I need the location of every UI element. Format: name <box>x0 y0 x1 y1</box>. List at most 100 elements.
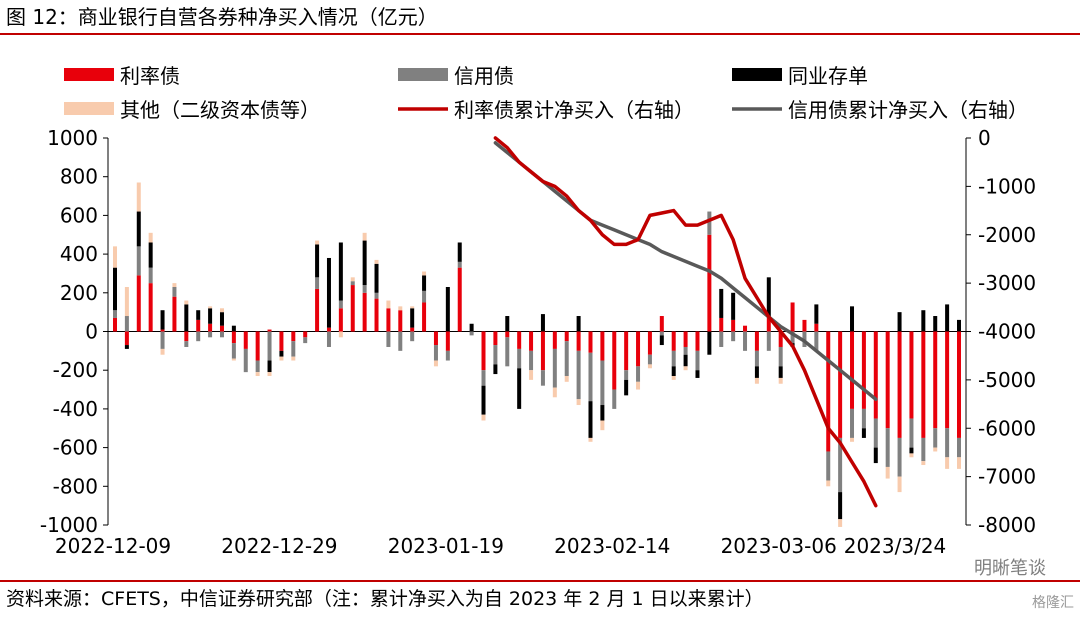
bar-rate <box>719 317 724 332</box>
bar-rate <box>529 331 534 351</box>
bar-other <box>897 476 902 493</box>
bar-credit <box>540 370 545 386</box>
bar-credit <box>219 331 224 338</box>
bar-other <box>588 437 593 442</box>
bar-credit <box>362 285 367 293</box>
legend-other-swatch <box>64 102 114 115</box>
bar-rate <box>457 267 462 332</box>
bar-credit <box>350 281 355 286</box>
bar-credit <box>160 331 165 349</box>
bar-other <box>219 308 224 313</box>
bar-ncd <box>814 304 819 324</box>
bar-rate <box>410 327 415 332</box>
bar-ncd <box>148 242 153 268</box>
y-tick-label: 1000 <box>47 126 98 150</box>
bar-credit <box>552 348 557 388</box>
axes: 1000 800 600 400 200 0 -200 -400 -600 -800 -1000 0 -… <box>40 126 1036 558</box>
legend-credit-swatch <box>398 68 448 81</box>
bar-other <box>160 348 165 355</box>
bar-rate <box>433 331 438 346</box>
bar-credit <box>647 354 652 365</box>
bar-other <box>433 360 438 367</box>
bar-other <box>267 372 272 377</box>
bar-rate <box>957 331 961 438</box>
bar-rate <box>124 331 129 346</box>
bar-ncd <box>493 364 498 375</box>
bar-rate <box>208 323 213 332</box>
bar-credit <box>422 290 427 303</box>
bar-ncd <box>505 316 510 332</box>
bar-ncd <box>279 350 284 357</box>
bar-other <box>255 372 260 377</box>
bar-credit <box>457 261 462 268</box>
bar-rate <box>909 331 914 419</box>
bar-ncd <box>160 310 165 330</box>
y-tick-label: 800 <box>60 165 98 189</box>
bar-credit <box>255 360 260 373</box>
bar-credit <box>433 345 438 361</box>
bar-credit <box>136 246 141 276</box>
bar-credit <box>529 350 534 371</box>
bar-other <box>636 381 641 390</box>
bar-other <box>315 240 320 245</box>
bar-credit <box>564 341 569 377</box>
y2-tick-label: -2000 <box>978 223 1036 247</box>
bar-rate <box>921 331 926 438</box>
bar-rate <box>374 298 379 332</box>
bar-rate <box>754 331 759 351</box>
bar-ncd <box>445 286 450 332</box>
watermark-secondary: 格隆汇 <box>1032 595 1074 611</box>
bar-other <box>410 306 415 309</box>
bar-ncd <box>219 312 224 326</box>
bar-ncd <box>338 242 343 301</box>
bar-rate <box>196 319 201 332</box>
bar-credit <box>861 408 866 429</box>
bar-ncd <box>362 240 367 286</box>
bar-rate <box>493 331 498 346</box>
bar-rate <box>445 331 450 351</box>
bar-credit <box>576 350 581 400</box>
bar-rate <box>707 234 712 332</box>
bar-other <box>124 286 129 317</box>
bar-other <box>374 259 379 264</box>
bar-credit <box>683 346 688 355</box>
bar-credit <box>410 331 415 342</box>
bar-credit <box>208 331 213 338</box>
bar-ncd <box>517 368 522 409</box>
y2-tick-label: -4000 <box>978 320 1036 344</box>
bar-credit <box>624 370 629 380</box>
bar-credit <box>790 331 795 344</box>
bar-other <box>945 457 950 469</box>
bar-credit <box>754 350 759 367</box>
bar-credit <box>303 337 308 344</box>
x-tick-label: 2023-01-19 <box>388 534 504 558</box>
bar-credit <box>873 418 878 448</box>
bar-credit <box>933 428 938 448</box>
bar-rate <box>540 331 545 371</box>
bar-credit <box>945 428 950 458</box>
bar-rate <box>814 323 819 332</box>
bar-other <box>885 466 890 479</box>
y2-tick-label: -6000 <box>978 416 1036 440</box>
bar-rate <box>267 329 272 332</box>
bar-rate <box>588 331 593 353</box>
bar-credit <box>386 331 391 347</box>
bar-ncd <box>410 308 415 328</box>
bar-rate <box>600 331 605 361</box>
bar-ncd <box>267 360 272 373</box>
bar-credit <box>921 437 926 462</box>
bar-rate <box>350 285 355 332</box>
bar-ncd <box>624 379 629 396</box>
bar-rate <box>255 331 260 361</box>
title-rule <box>0 33 1080 35</box>
bar-rate <box>647 331 652 355</box>
bar-credit <box>172 286 177 297</box>
bar-rate <box>148 283 153 332</box>
bar-other <box>826 480 831 487</box>
bar-ncd <box>933 316 938 332</box>
bar-ncd <box>957 319 961 332</box>
bar-ncd <box>707 331 712 355</box>
bar-other <box>671 376 676 380</box>
bar-ncd <box>124 345 129 349</box>
bar-rate <box>861 331 866 409</box>
